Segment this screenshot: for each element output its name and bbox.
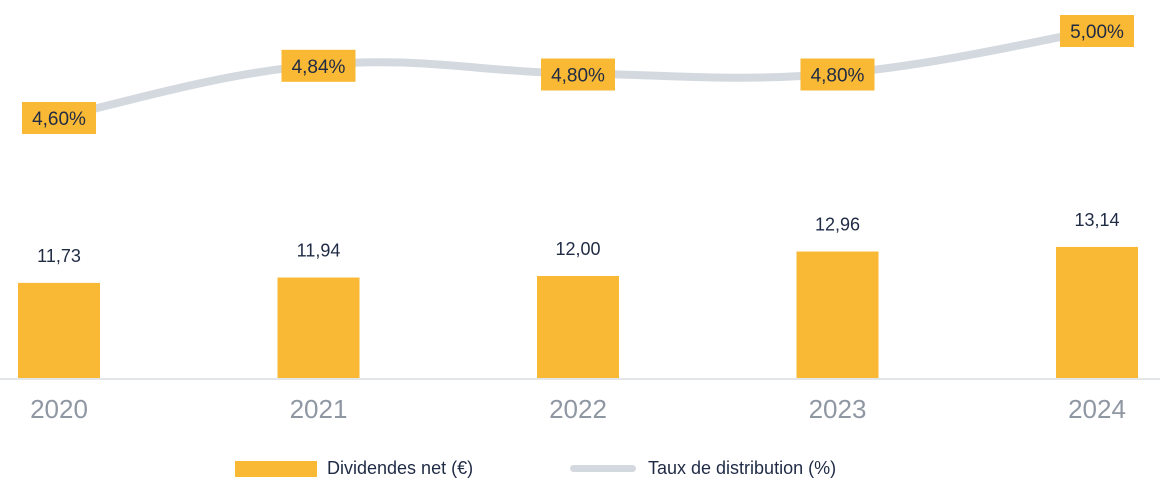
legend-label-dividends: Dividendes net (€) [327, 458, 474, 478]
rate-label-box-2020 [22, 102, 96, 134]
bar-2021 [277, 277, 360, 378]
legend-swatch-dividends [235, 460, 317, 477]
rate-label-box-2023 [800, 58, 875, 91]
x-tick-2023: 2023 [809, 394, 867, 424]
legend-item-payout-rate: Taux de distribution (%) [570, 458, 836, 479]
combo-chart: 11,73 11,94 12,00 12,96 13,14 2020 2021 2022 202… [0, 15, 1160, 424]
bar-value-label-2024: 13,14 [1074, 210, 1119, 230]
x-tick-2024: 2024 [1068, 394, 1126, 424]
rate-label-box-2022 [541, 58, 615, 91]
rate-label-2022: 4,80% [551, 66, 605, 87]
rate-label-box-2024 [1060, 15, 1134, 47]
bar-value-label-2021: 11,94 [297, 241, 341, 261]
bar-2023 [796, 251, 879, 378]
rate-label-box-2021 [281, 49, 356, 82]
bar-2024 [1056, 246, 1138, 378]
x-tick-2022: 2022 [549, 394, 607, 424]
legend-swatch-payout-rate [570, 465, 636, 472]
rate-label-2023: 4,80% [811, 66, 865, 87]
rate-label-2024: 5,00% [1070, 22, 1124, 43]
legend-item-dividends: Dividendes net (€) [235, 458, 473, 479]
bar-value-label-2022: 12,00 [555, 239, 600, 259]
bar-value-label-2020: 11,73 [37, 246, 81, 266]
x-tick-2021: 2021 [290, 394, 348, 424]
bar-2020 [18, 282, 100, 378]
x-tick-2020: 2020 [30, 394, 88, 424]
legend: Dividendes net (€) Taux de distribution … [0, 458, 1170, 488]
bar-2022 [537, 276, 619, 378]
rate-label-2020: 4,60% [32, 109, 86, 130]
bar-value-label-2023: 12,96 [815, 215, 860, 235]
legend-label-payout-rate: Taux de distribution (%) [648, 458, 837, 478]
rate-label-2021: 4,84% [292, 57, 346, 78]
